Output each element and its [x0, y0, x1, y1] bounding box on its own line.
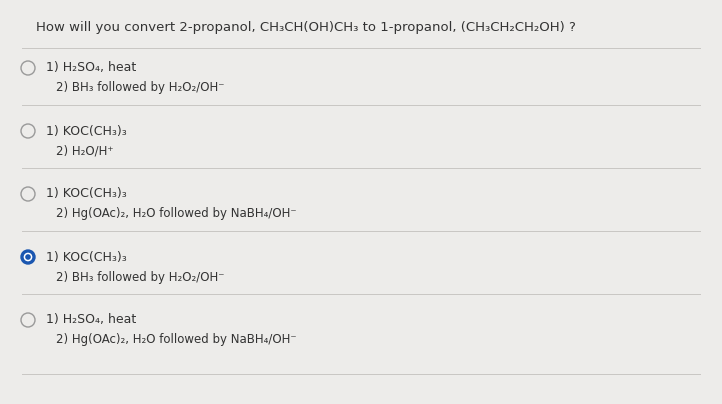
Circle shape: [26, 255, 30, 259]
Circle shape: [25, 253, 32, 261]
Text: 2) BH₃ followed by H₂O₂/OH⁻: 2) BH₃ followed by H₂O₂/OH⁻: [56, 82, 225, 95]
Text: 1) KOC(CH₃)₃: 1) KOC(CH₃)₃: [46, 124, 127, 137]
Circle shape: [21, 250, 35, 264]
Text: 2) H₂O/H⁺: 2) H₂O/H⁺: [56, 145, 113, 158]
Text: 1) H₂SO₄, heat: 1) H₂SO₄, heat: [46, 314, 136, 326]
Text: How will you convert 2-propanol, CH₃CH(OH)CH₃ to 1-propanol, (CH₃CH₂CH₂OH) ?: How will you convert 2-propanol, CH₃CH(O…: [36, 21, 576, 34]
Text: 1) KOC(CH₃)₃: 1) KOC(CH₃)₃: [46, 250, 127, 263]
Text: 2) BH₃ followed by H₂O₂/OH⁻: 2) BH₃ followed by H₂O₂/OH⁻: [56, 271, 225, 284]
Text: 1) H₂SO₄, heat: 1) H₂SO₄, heat: [46, 61, 136, 74]
Text: 2) Hg(OAc)₂, H₂O followed by NaBH₄/OH⁻: 2) Hg(OAc)₂, H₂O followed by NaBH₄/OH⁻: [56, 333, 297, 347]
Text: 1) KOC(CH₃)₃: 1) KOC(CH₃)₃: [46, 187, 127, 200]
Text: 2) Hg(OAc)₂, H₂O followed by NaBH₄/OH⁻: 2) Hg(OAc)₂, H₂O followed by NaBH₄/OH⁻: [56, 208, 297, 221]
